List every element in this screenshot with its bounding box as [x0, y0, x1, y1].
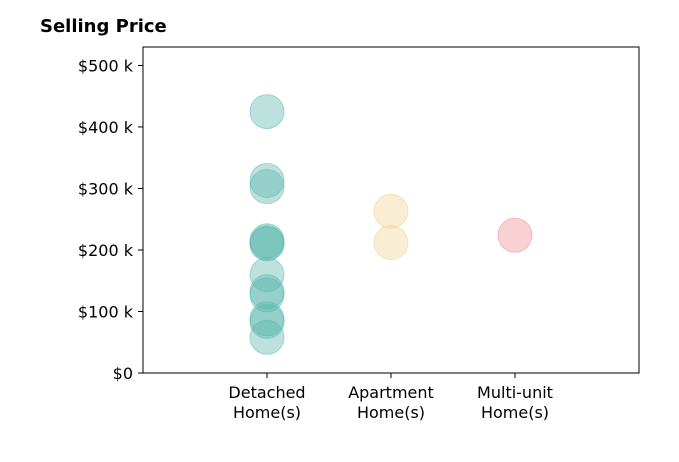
data-point: [249, 303, 285, 339]
data-point: [373, 225, 409, 261]
data-point: [497, 217, 533, 253]
x-tick-label: Apartment Home(s): [348, 383, 434, 422]
data-point: [249, 277, 285, 313]
data-point: [249, 226, 285, 262]
y-tick-label: $300 k: [78, 179, 134, 198]
y-tick-label: $500 k: [78, 56, 134, 75]
chart-title: Selling Price: [40, 16, 167, 37]
x-tick-label: Multi-unit Home(s): [477, 383, 553, 422]
y-tick-label: $0: [113, 364, 133, 383]
data-point: [249, 94, 285, 130]
data-point: [249, 319, 285, 355]
y-tick-label: $100 k: [78, 302, 134, 321]
y-tick-label: $400 k: [78, 118, 134, 137]
data-point: [249, 169, 285, 205]
x-tick-label: Detached Home(s): [228, 383, 305, 422]
data-point: [373, 193, 409, 229]
y-tick-label: $200 k: [78, 241, 134, 260]
